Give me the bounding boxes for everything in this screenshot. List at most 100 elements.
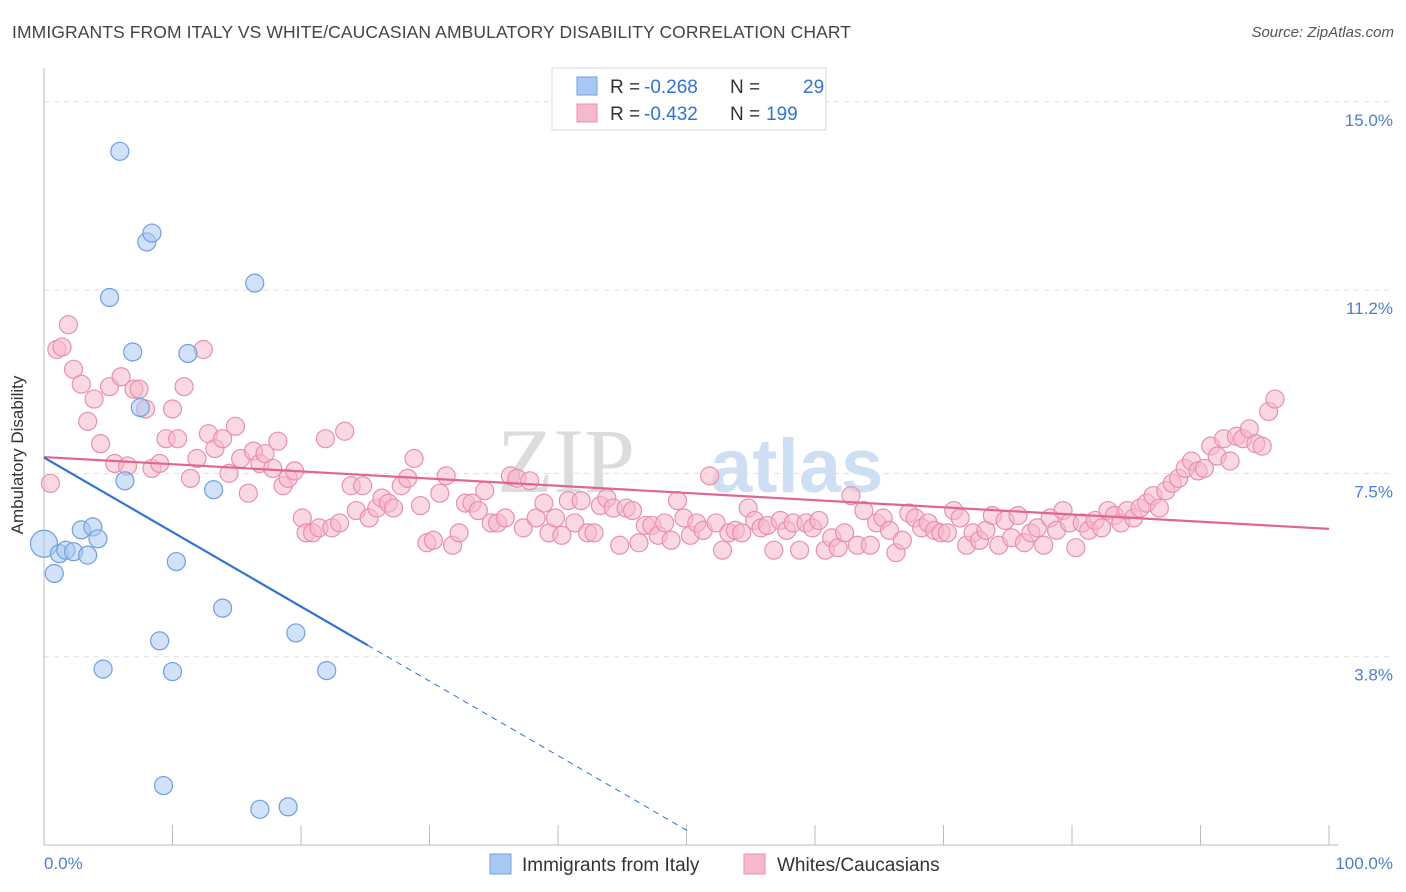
scatter-point (1091, 518, 1112, 538)
scatter-point (1008, 505, 1028, 526)
scatter-point (706, 513, 726, 533)
legend-top-r-label-blue: R = (610, 77, 640, 98)
scatter-point (610, 535, 630, 555)
scatter-point (854, 500, 874, 521)
scatter-point (950, 508, 970, 528)
scatter-point (565, 513, 585, 533)
watermark: ZIP atlas (497, 410, 883, 512)
scatter-point (245, 273, 265, 293)
scatter-point (130, 397, 150, 418)
scatter-point (383, 498, 404, 518)
legend-top-swatch-pink (576, 103, 598, 123)
scatter-point (1149, 498, 1169, 518)
scatter-point (841, 486, 861, 506)
grid-lines (44, 101, 1393, 658)
legend-bottom-label-pink: Whites/Caucasians (777, 855, 940, 876)
scatter-point (142, 223, 162, 243)
scatter-point (629, 533, 649, 553)
scatter-point (520, 471, 540, 491)
scatter-point (180, 468, 201, 488)
scatter-point (93, 659, 113, 679)
y-tick-label: 7.5% (1354, 482, 1393, 501)
trend-lines (43, 455, 1330, 833)
chart-title: IMMIGRANTS FROM ITALY VS WHITE/CAUCASIAN… (12, 22, 852, 42)
scatter-point (84, 389, 104, 409)
scatter-point (449, 523, 469, 543)
scatter-point (423, 530, 443, 550)
scatter-point (204, 480, 224, 500)
scatter-point (937, 523, 957, 543)
y-tick-labels: 3.8% 7.5% 11.2% 15.0% (1345, 111, 1393, 685)
scatter-point (353, 476, 373, 496)
scatter-point (213, 598, 233, 618)
scatter-point (1194, 458, 1214, 479)
legend-top-n-value-blue: 29 (803, 77, 824, 98)
scatter-point (335, 421, 355, 441)
legend-top-n-label-blue: N = (730, 77, 760, 98)
scatter-point (315, 429, 336, 449)
scatter-point (213, 429, 233, 449)
scatter-point (174, 377, 194, 397)
scatter-point (661, 530, 681, 550)
y-tick-label: 3.8% (1354, 666, 1393, 685)
y-tick-label: 11.2% (1346, 299, 1393, 318)
scatter-point (1034, 535, 1054, 555)
scatter-point (475, 481, 495, 501)
scatter-point (732, 523, 752, 543)
source-credit: Source: ZipAtlas.com (1251, 24, 1394, 41)
x-tick-label-min: 0.0% (44, 854, 83, 873)
scatter-point (78, 411, 98, 431)
scatter-point (1265, 389, 1285, 409)
scatter-point (468, 500, 488, 521)
scatter-point (712, 540, 733, 560)
x-tick-label-max: 100.0% (1335, 854, 1393, 873)
legend-top-swatch-blue (576, 76, 598, 96)
trend-line-whites-caucasians (43, 455, 1330, 530)
scatter-point (71, 374, 91, 394)
scatter-point (153, 775, 174, 796)
scatter-point (166, 551, 186, 572)
legend-bottom-label-blue: Immigrants from Italy (522, 855, 700, 876)
scatter-point (111, 367, 131, 387)
scatter-point (268, 431, 288, 451)
scatter-point (513, 518, 533, 538)
legend-bottom-swatch-blue (489, 853, 512, 875)
legend-top-n-label-pink: N = (730, 104, 760, 125)
scatter-point (430, 483, 450, 503)
legend-top-box (551, 67, 827, 131)
scatter-point (168, 429, 188, 449)
scatter-point (622, 500, 643, 521)
scatter-point (860, 535, 880, 555)
scatter-point (88, 529, 108, 549)
scatter-point (1252, 436, 1272, 456)
scatter-point (700, 466, 720, 486)
whites-caucasians-points (40, 315, 1285, 563)
legend-bottom-swatch-pink (743, 853, 766, 875)
scatter-point (52, 337, 72, 357)
scatter-point (99, 287, 120, 308)
scatter-point (534, 493, 554, 513)
scatter-point (495, 508, 515, 528)
immigrants-from-italy-points (29, 141, 337, 819)
scatter-point (150, 631, 170, 651)
scatter-point (552, 525, 572, 545)
trend-line-immigrants-from-italy-extension (367, 644, 691, 833)
y-tick-label: 15.0% (1345, 111, 1393, 130)
legend-top-r-label-pink: R = (610, 104, 640, 125)
scatter-point (78, 545, 98, 565)
legend-bottom: Immigrants from Italy Whites/Caucasians (489, 853, 940, 876)
scatter-point (667, 491, 688, 511)
scatter-point (286, 623, 306, 643)
scatter-point (58, 315, 79, 335)
scatter-point (329, 513, 350, 533)
scatter-point (110, 141, 130, 161)
scatter-point (115, 471, 135, 491)
scatter-point (178, 343, 198, 364)
scatter-point (892, 530, 912, 550)
scatter-point (1066, 538, 1086, 558)
legend-top: R = -0.268 N = 29 R = -0.432 N = 199 (551, 67, 827, 131)
scatter-point (545, 508, 566, 528)
scatter-point (809, 510, 829, 531)
x-ticks (43, 825, 1330, 845)
